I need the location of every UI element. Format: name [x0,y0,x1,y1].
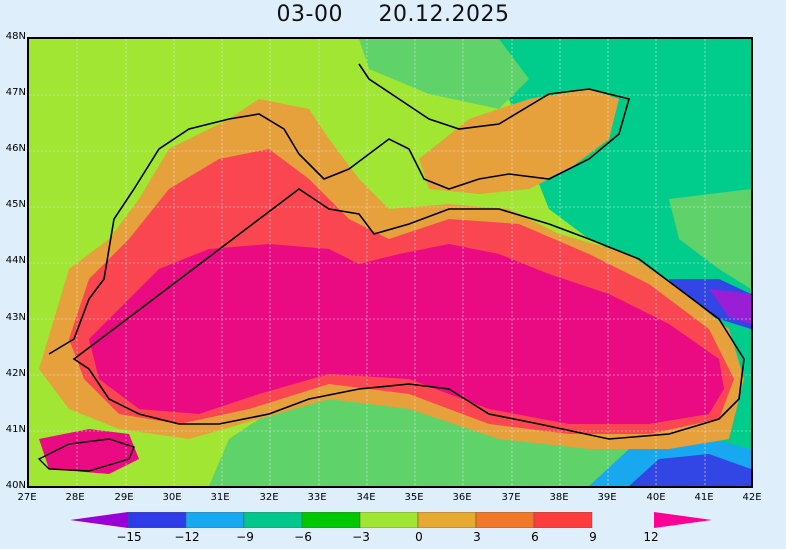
lon-label: 34E [356,492,376,503]
coastline [48,63,745,440]
lat-label: 48N [5,31,26,42]
lon-label: 30E [162,492,182,503]
colorbar-label: −12 [174,530,200,544]
lat-label: 47N [5,87,26,98]
lat-label: 42N [5,368,26,379]
marmara-coast [37,438,135,472]
field-green-east [669,189,751,289]
colorbar-label: 9 [589,530,597,544]
lon-label: 31E [210,492,230,503]
colorbar-segment [417,512,477,528]
lat-label: 43N [5,312,26,323]
lon-label: 42E [742,492,762,503]
lat-label: 44N [5,255,26,266]
colorbar-label: 3 [473,530,481,544]
field-purple-east [709,289,751,324]
colorbar-label: 0 [415,530,423,544]
colorbar-segment [475,512,535,528]
lon-label: 40E [646,492,666,503]
lon-label: 32E [259,492,279,503]
sea-temperature-map [27,37,753,488]
colorbar-label: 12 [643,530,659,544]
colorbar-segment [185,512,245,528]
colorbar-segment [533,512,593,528]
graticule [29,39,751,486]
field-green-north [359,39,529,109]
lat-label: 40N [5,480,26,491]
colorbar-arrow-right [654,512,712,528]
lat-label: 46N [5,143,26,154]
lon-label: 41E [694,492,714,503]
lon-label: 37E [501,492,521,503]
lon-label: 29E [114,492,134,503]
colorbar-label: −6 [294,530,312,544]
colorbar-label: −15 [116,530,142,544]
lon-label: 38E [549,492,569,503]
lat-label: 41N [5,424,26,435]
colorbar-label: −9 [236,530,254,544]
colorbar-segment [127,512,187,528]
field-blue-se [629,454,751,486]
colorbar-segment [301,512,361,528]
colorbar-segment [359,512,419,528]
lon-label: 27E [17,492,37,503]
map-title: 03-00 20.12.2025 [0,2,786,27]
colorbar [70,512,712,528]
map-field [29,39,751,486]
colorbar-label: −3 [352,530,370,544]
lon-label: 39E [597,492,617,503]
field-very-warm [89,244,724,424]
lon-label: 36E [452,492,472,503]
lon-label: 28E [65,492,85,503]
lat-label: 45N [5,199,26,210]
forecast-time: 03-00 [276,2,343,27]
colorbar-arrow-left [70,512,128,528]
colorbar-label: 6 [531,530,539,544]
lon-label: 35E [404,492,424,503]
forecast-date: 20.12.2025 [378,2,510,27]
field-orange-azov [419,89,619,194]
lon-label: 33E [307,492,327,503]
colorbar-segment [243,512,303,528]
